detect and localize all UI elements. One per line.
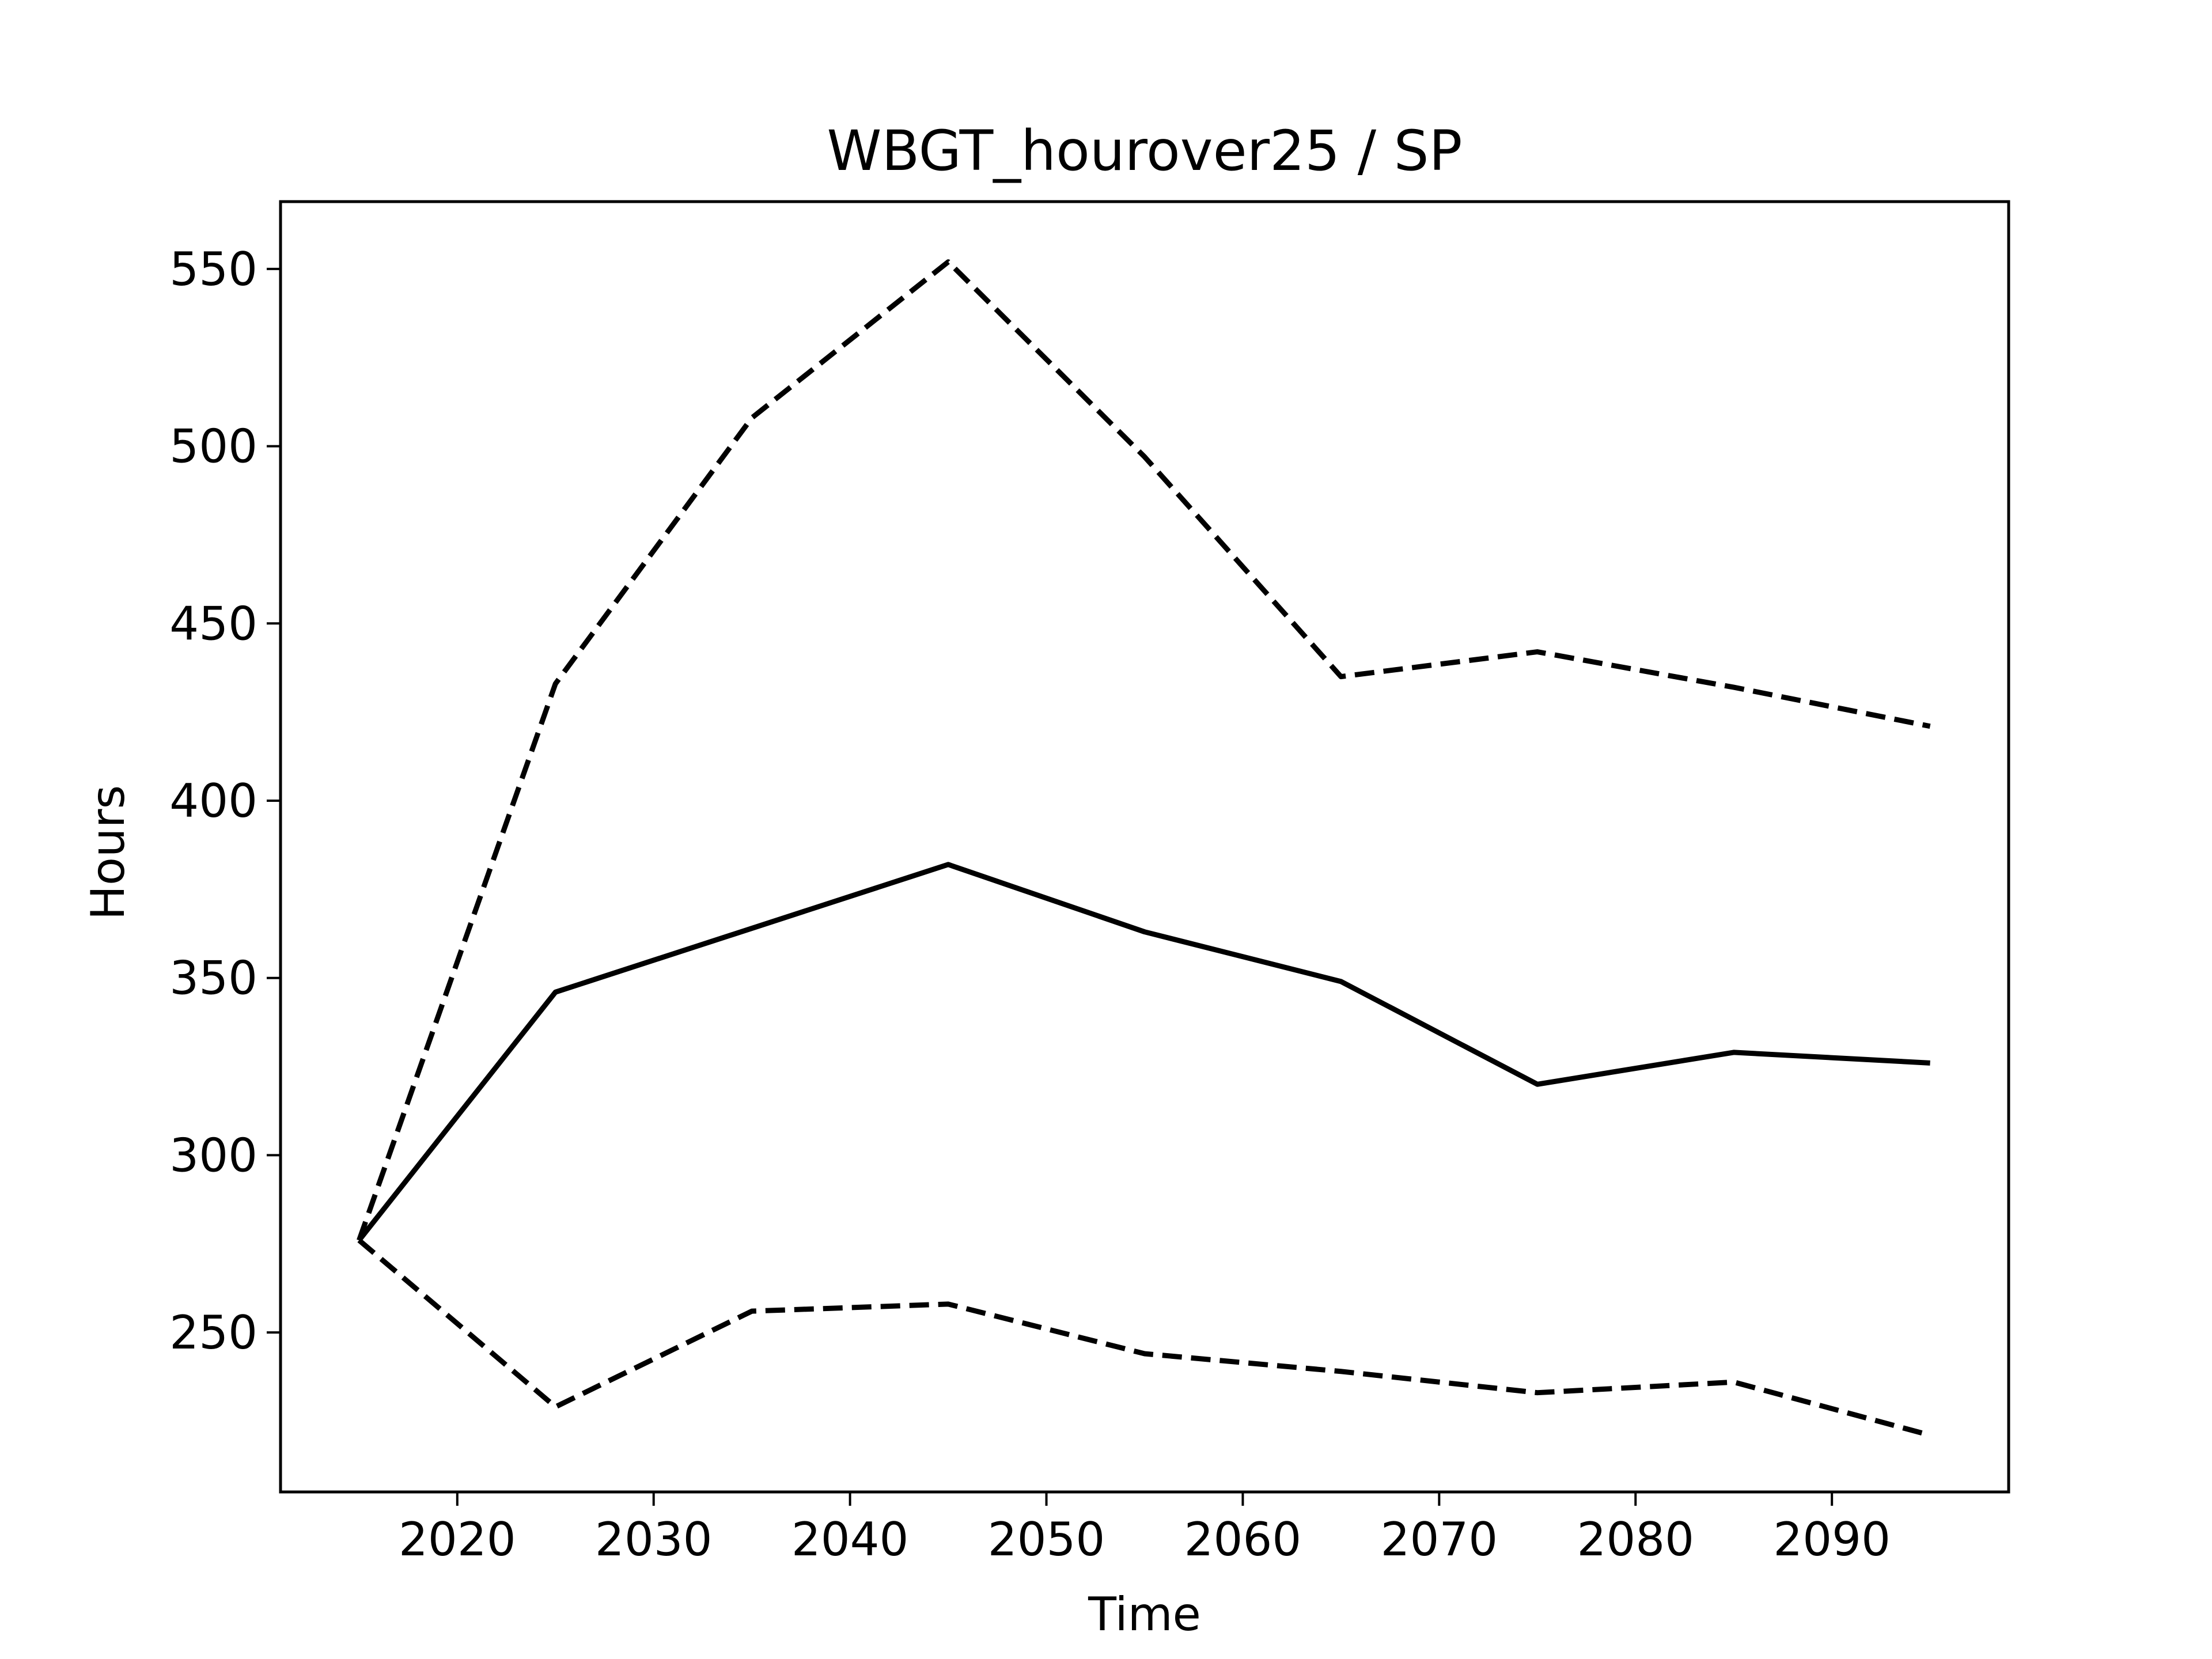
y-tick-label: 350: [169, 952, 257, 1005]
y-tick-label: 400: [169, 774, 257, 828]
dashed-series-line-1: [357, 259, 1931, 1241]
solid-series-line: [357, 862, 1930, 1242]
x-tick-label: 2050: [988, 1513, 1105, 1566]
x-tick-label: 2020: [399, 1513, 516, 1566]
x-axis: 2020 2030 2040 2050 2060 2070 2080 2090: [399, 1492, 1891, 1566]
x-tick-label: 2030: [595, 1513, 713, 1566]
y-tick-label: 450: [169, 597, 257, 650]
axes-frame: [279, 200, 2010, 1494]
x-tick-label: 2070: [1381, 1513, 1498, 1566]
y-tick-label: 550: [169, 243, 257, 296]
y-tick-label: 300: [169, 1128, 257, 1182]
x-tick-label: 2080: [1577, 1513, 1694, 1566]
y-axis: 250 300 350 400 450 500 550: [169, 243, 281, 1359]
x-tick-label: 2060: [1184, 1513, 1302, 1566]
y-tick-label: 250: [169, 1306, 257, 1359]
x-tick-label: 2090: [1773, 1513, 1891, 1566]
series-layer: [357, 259, 1931, 1438]
y-axis-label: Hours: [81, 785, 135, 920]
x-tick-label: 2040: [791, 1513, 909, 1566]
y-tick-label: 500: [169, 420, 257, 474]
dashed-series-line-2: [357, 1238, 1931, 1438]
x-axis-label: Time: [1088, 1588, 1201, 1641]
chart-title: WBGT_hourover25 / SP: [827, 119, 1463, 183]
